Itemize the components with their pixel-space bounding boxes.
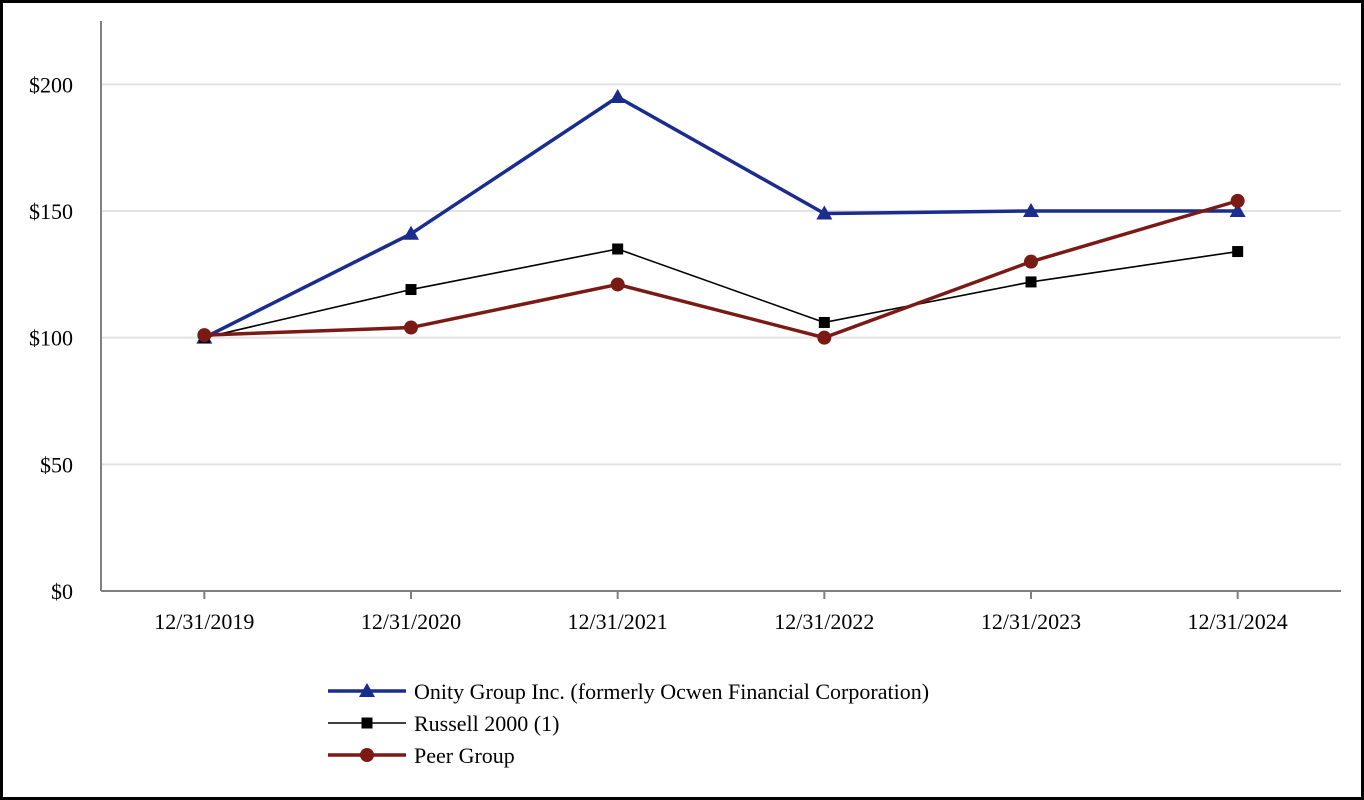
- y-tick-label: $50: [40, 452, 73, 477]
- series-1-point: [609, 89, 626, 103]
- series-line-1: [203, 95, 1238, 340]
- series-3-point: [610, 277, 625, 292]
- x-tick-label: 12/31/2020: [361, 609, 461, 634]
- legend-label: Peer Group: [414, 743, 515, 768]
- series-1-point: [816, 205, 833, 220]
- series-3-point: [197, 328, 212, 343]
- series-3-point: [1024, 254, 1038, 269]
- y-tick-label: $100: [29, 326, 73, 351]
- legend-swatch-marker: [359, 683, 375, 697]
- series-line-2: [204, 248, 1238, 339]
- series-2-point: [405, 284, 417, 296]
- series-2-point: [818, 316, 830, 328]
- legend-label: Onity Group Inc. (formerly Ocwen Financi…: [414, 679, 929, 704]
- x-tick-label: 12/31/2022: [774, 609, 874, 634]
- legend: Onity Group Inc. (formerly Ocwen Financi…: [328, 679, 929, 768]
- legend-swatch-marker: [360, 748, 374, 762]
- series-3-point: [817, 330, 832, 345]
- series-3-point: [1230, 193, 1245, 208]
- x-tick-label: 12/31/2023: [981, 609, 1081, 634]
- y-tick-label: $0: [51, 579, 73, 604]
- y-axis-ticks: $0 $50 $100 $150 $200: [29, 72, 73, 604]
- x-tick-label: 12/31/2024: [1188, 609, 1288, 634]
- series-1-point: [403, 225, 419, 240]
- series-3-point: [404, 320, 418, 335]
- series-2-point: [612, 243, 624, 255]
- x-axis-ticks: 12/31/2019 12/31/2020 12/31/2021 12/31/2022…: [154, 591, 1288, 634]
- y-tick-label: $200: [29, 72, 73, 97]
- series-1-point: [1023, 203, 1039, 217]
- series-lines: [203, 95, 1239, 340]
- line-chart: $0$50$100$150$200 12/31/2019 12/31/2020 12…: [29, 21, 1341, 768]
- y-tick-label: $150: [29, 199, 73, 224]
- series-1-point: [1229, 203, 1246, 217]
- x-tick-label: 12/31/2019: [154, 609, 254, 634]
- series-2-point: [1025, 276, 1037, 288]
- legend-label: Russell 2000 (1): [414, 711, 559, 736]
- series-markers: [196, 89, 1246, 345]
- legend-swatch-marker: [361, 717, 373, 729]
- series-2-point: [1232, 246, 1244, 258]
- series-line-3: [204, 199, 1239, 340]
- gridlines: [101, 83, 1341, 466]
- x-tick-label: 12/31/2021: [568, 609, 668, 634]
- axes: [100, 21, 1341, 592]
